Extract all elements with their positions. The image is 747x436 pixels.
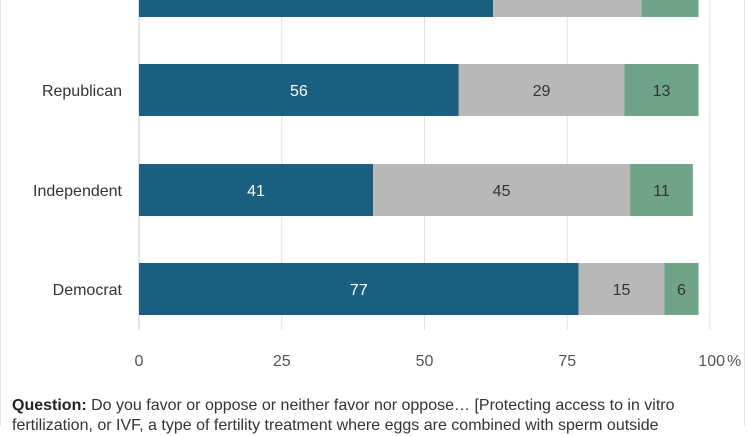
bar-segment-1-0 [139, 64, 459, 116]
data-label-2-2: 11 [653, 183, 670, 200]
bar-segment-0-2 [641, 0, 699, 17]
bar-segment-0-1 [493, 0, 642, 17]
bar-segment-0-0 [139, 0, 494, 17]
data-label-1-0: 56 [290, 83, 308, 100]
data-label-3-2: 6 [677, 282, 686, 299]
bar-segment-2-1 [373, 164, 631, 216]
x-tick-label-4: 100 [698, 353, 725, 370]
category-label-2: Independent [33, 183, 123, 200]
bar-segment-1-1 [458, 64, 625, 116]
x-tick-label-2: 50 [416, 353, 434, 370]
data-label-1-2: 13 [653, 83, 671, 100]
bar-segment-2-2 [630, 164, 693, 216]
bar-segment-3-1 [578, 263, 665, 315]
category-label-1: Republican [42, 83, 122, 100]
category-label-3: Democrat [53, 282, 123, 299]
data-label-2-0: 41 [247, 183, 265, 200]
x-tick-label-3: 75 [558, 353, 576, 370]
x-tick-label-1: 25 [273, 353, 291, 370]
data-label-2-1: 45 [493, 183, 511, 200]
stacked-bar-chart: 56 29 13 Republican 41 45 11 Independent 77 15 6 De… [33, 0, 741, 370]
bar-segment-2-0 [139, 164, 374, 216]
data-label-3-0: 77 [350, 282, 368, 299]
data-label-1-1: 29 [533, 83, 551, 100]
data-label-3-1: 15 [613, 282, 631, 299]
x-axis-unit-label: % [727, 353, 741, 370]
bar-segment-3-2 [664, 263, 699, 315]
question-label: Question: [12, 397, 87, 414]
bar-segment-3-0 [139, 263, 579, 315]
question-note: Question: Do you favor or oppose or neit… [12, 396, 737, 436]
question-text: Do you favor or oppose or neither favor … [12, 397, 675, 434]
x-tick-label-0: 0 [135, 353, 144, 370]
chart-frame [0, 0, 745, 426]
bar-segment-1-2 [624, 64, 699, 116]
